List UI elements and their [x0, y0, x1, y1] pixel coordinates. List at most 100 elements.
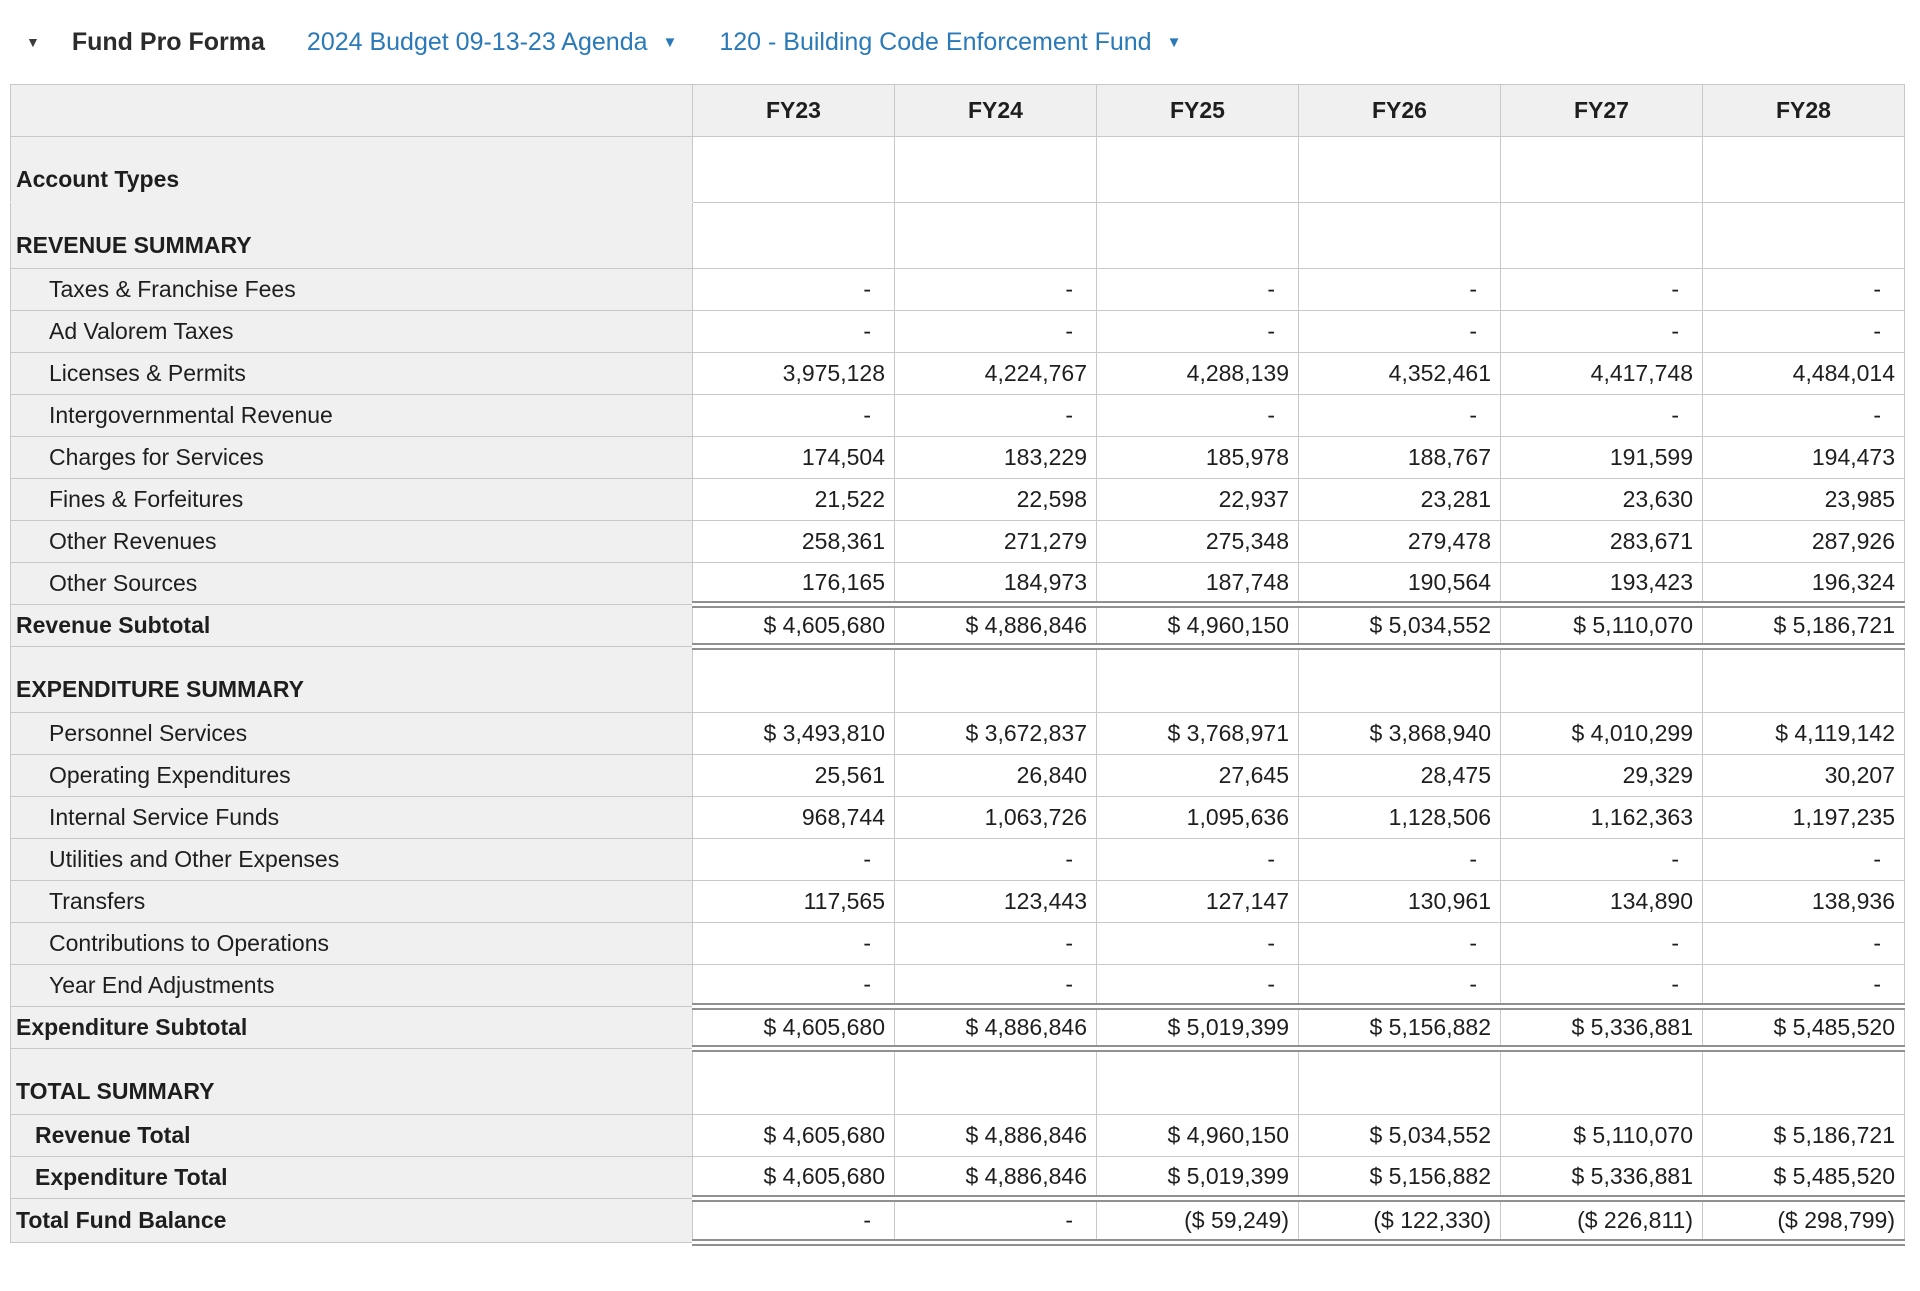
value-cell-fines-forfeitures-fy26: 23,281 [1298, 478, 1501, 521]
row-total-fund-balance: Total Fund Balance - - ($ 59,249) ($ 122,330… [10, 1198, 1905, 1246]
value-cell-revenue-total-fy24: $ 4,886,846 [894, 1114, 1097, 1157]
row-label-utilities-and-other-expenses: Utilities and Other Expenses [10, 838, 693, 881]
value-cell-operating-expenditures-fy26: 28,475 [1298, 754, 1501, 797]
value-cell-internal-service-funds-fy26: 1,128,506 [1298, 796, 1501, 839]
value-cell-revenue-subtotal-fy26: $ 5,034,552 [1298, 601, 1501, 650]
row-expenditure-summary: EXPENDITURE SUMMARY [10, 646, 1905, 713]
budget-dropdown-label[interactable]: 2024 Budget 09-13-23 Agenda [306, 27, 648, 56]
value-cell-taxes-franchise-fees-fy24: - [894, 268, 1097, 311]
row-label-expenditure-subtotal: Expenditure Subtotal [10, 1006, 693, 1049]
value-cell-expenditure-summary-fy24 [894, 646, 1097, 713]
value-cell-utilities-and-other-expenses-fy28: - [1702, 838, 1905, 881]
col-header-fy23: FY23 [692, 84, 895, 137]
value-cell-utilities-and-other-expenses-fy23: - [692, 838, 895, 881]
fund-dropdown-label[interactable]: 120 - Building Code Enforcement Fund [719, 27, 1152, 56]
value-cell-total-summary-fy27 [1500, 1048, 1703, 1115]
row-internal-service-funds: Internal Service Funds 968,744 1,063,726 1,… [10, 796, 1905, 839]
row-label-operating-expenditures: Operating Expenditures [10, 754, 693, 797]
value-cell-year-end-adjustments-fy28: - [1702, 964, 1905, 1007]
value-cell-utilities-and-other-expenses-fy24: - [894, 838, 1097, 881]
value-cell-personnel-services-fy25: $ 3,768,971 [1096, 712, 1299, 755]
value-cell-revenue-summary-fy28 [1702, 202, 1905, 269]
value-cell-total-summary-fy23 [692, 1048, 895, 1115]
col-header-fy26: FY26 [1298, 84, 1501, 137]
value-cell-revenue-summary-fy27 [1500, 202, 1703, 269]
value-cell-year-end-adjustments-fy27: - [1500, 964, 1703, 1007]
fund-dropdown-caret-icon[interactable]: ▼ [1166, 33, 1182, 51]
value-cell-revenue-subtotal-fy28: $ 5,186,721 [1702, 601, 1905, 650]
budget-dropdown-caret-icon[interactable]: ▼ [662, 33, 678, 51]
value-cell-fines-forfeitures-fy23: 21,522 [692, 478, 895, 521]
value-cell-personnel-services-fy23: $ 3,493,810 [692, 712, 895, 755]
collapse-caret-icon[interactable]: ▼ [26, 34, 40, 50]
value-cell-other-sources-fy26: 190,564 [1298, 562, 1501, 605]
fund-dropdown[interactable]: 120 - Building Code Enforcement Fund ▼ [719, 28, 1181, 57]
row-label-charges-for-services: Charges for Services [10, 436, 693, 479]
row-label-account-types: Account Types [10, 136, 693, 203]
row-label-year-end-adjustments: Year End Adjustments [10, 964, 693, 1007]
value-cell-taxes-franchise-fees-fy25: - [1096, 268, 1299, 311]
value-cell-personnel-services-fy24: $ 3,672,837 [894, 712, 1097, 755]
value-cell-revenue-subtotal-fy25: $ 4,960,150 [1096, 601, 1299, 650]
row-label-licenses-permits: Licenses & Permits [10, 352, 693, 395]
row-year-end-adjustments: Year End Adjustments - - - - - - [10, 964, 1905, 1007]
value-cell-expenditure-subtotal-fy23: $ 4,605,680 [692, 1003, 895, 1052]
value-cell-transfers-fy27: 134,890 [1500, 880, 1703, 923]
row-expenditure-total: Expenditure Total $ 4,605,680 $ 4,886,846 $… [10, 1156, 1905, 1202]
row-contributions-to-operations: Contributions to Operations - - - - - - [10, 922, 1905, 965]
row-account-types: Account Types [10, 136, 1905, 203]
value-cell-other-revenues-fy28: 287,926 [1702, 520, 1905, 563]
row-intergovernmental-revenue: Intergovernmental Revenue - - - - - - [10, 394, 1905, 437]
value-cell-expenditure-subtotal-fy28: $ 5,485,520 [1702, 1003, 1905, 1052]
value-cell-expenditure-total-fy24: $ 4,886,846 [894, 1156, 1097, 1202]
value-cell-revenue-summary-fy24 [894, 202, 1097, 269]
value-cell-other-sources-fy25: 187,748 [1096, 562, 1299, 605]
row-other-revenues: Other Revenues 258,361 271,279 275,348 279,4… [10, 520, 1905, 563]
value-cell-revenue-subtotal-fy27: $ 5,110,070 [1500, 601, 1703, 650]
value-cell-charges-for-services-fy25: 185,978 [1096, 436, 1299, 479]
value-cell-expenditure-subtotal-fy27: $ 5,336,881 [1500, 1003, 1703, 1052]
value-cell-other-revenues-fy25: 275,348 [1096, 520, 1299, 563]
value-cell-contributions-to-operations-fy26: - [1298, 922, 1501, 965]
row-label-revenue-subtotal: Revenue Subtotal [10, 604, 693, 647]
value-cell-personnel-services-fy26: $ 3,868,940 [1298, 712, 1501, 755]
pro-forma-table: FY23 FY24 FY25 FY26 FY27 FY28 Account Types RE… [10, 84, 1905, 1246]
value-cell-revenue-total-fy23: $ 4,605,680 [692, 1114, 895, 1157]
value-cell-expenditure-total-fy23: $ 4,605,680 [692, 1156, 895, 1202]
value-cell-fines-forfeitures-fy25: 22,937 [1096, 478, 1299, 521]
row-ad-valorem-taxes: Ad Valorem Taxes - - - - - - [10, 310, 1905, 353]
row-label-revenue-summary: REVENUE SUMMARY [10, 202, 693, 269]
budget-dropdown[interactable]: 2024 Budget 09-13-23 Agenda ▼ [307, 28, 677, 57]
row-utilities-and-other-expenses: Utilities and Other Expenses - - - - - - [10, 838, 1905, 881]
value-cell-internal-service-funds-fy24: 1,063,726 [894, 796, 1097, 839]
value-cell-utilities-and-other-expenses-fy27: - [1500, 838, 1703, 881]
value-cell-expenditure-total-fy27: $ 5,336,881 [1500, 1156, 1703, 1202]
row-label-intergovernmental-revenue: Intergovernmental Revenue [10, 394, 693, 437]
value-cell-charges-for-services-fy28: 194,473 [1702, 436, 1905, 479]
value-cell-account-types-fy23 [692, 136, 895, 203]
value-cell-total-fund-balance-fy28: ($ 298,799) [1702, 1198, 1905, 1246]
row-label-other-sources: Other Sources [10, 562, 693, 605]
value-cell-revenue-summary-fy23 [692, 202, 895, 269]
value-cell-operating-expenditures-fy25: 27,645 [1096, 754, 1299, 797]
value-cell-revenue-total-fy25: $ 4,960,150 [1096, 1114, 1299, 1157]
value-cell-fines-forfeitures-fy28: 23,985 [1702, 478, 1905, 521]
value-cell-taxes-franchise-fees-fy27: - [1500, 268, 1703, 311]
row-licenses-permits: Licenses & Permits 3,975,128 4,224,767 4,28… [10, 352, 1905, 395]
value-cell-internal-service-funds-fy23: 968,744 [692, 796, 895, 839]
row-taxes-franchise-fees: Taxes & Franchise Fees - - - - - - [10, 268, 1905, 311]
value-cell-year-end-adjustments-fy24: - [894, 964, 1097, 1007]
value-cell-account-types-fy24 [894, 136, 1097, 203]
value-cell-ad-valorem-taxes-fy25: - [1096, 310, 1299, 353]
value-cell-transfers-fy28: 138,936 [1702, 880, 1905, 923]
col-header-fy28: FY28 [1702, 84, 1905, 137]
row-label-expenditure-summary: EXPENDITURE SUMMARY [10, 646, 693, 713]
value-cell-taxes-franchise-fees-fy28: - [1702, 268, 1905, 311]
value-cell-transfers-fy25: 127,147 [1096, 880, 1299, 923]
value-cell-licenses-permits-fy28: 4,484,014 [1702, 352, 1905, 395]
value-cell-intergovernmental-revenue-fy27: - [1500, 394, 1703, 437]
value-cell-revenue-total-fy28: $ 5,186,721 [1702, 1114, 1905, 1157]
value-cell-account-types-fy26 [1298, 136, 1501, 203]
value-cell-year-end-adjustments-fy26: - [1298, 964, 1501, 1007]
value-cell-account-types-fy27 [1500, 136, 1703, 203]
